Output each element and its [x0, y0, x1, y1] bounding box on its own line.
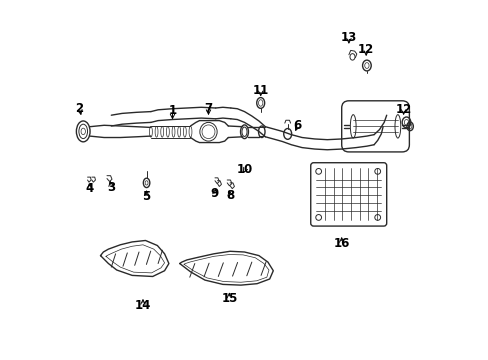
Text: 6: 6: [293, 119, 301, 132]
Text: 14: 14: [135, 299, 151, 312]
Text: 10: 10: [237, 163, 253, 176]
Text: 3: 3: [107, 181, 115, 194]
Text: 2: 2: [76, 102, 83, 115]
Text: 4: 4: [85, 182, 94, 195]
Text: 1: 1: [168, 104, 176, 117]
Text: 11: 11: [252, 84, 268, 96]
Text: 13: 13: [340, 31, 356, 44]
Text: 15: 15: [221, 292, 237, 305]
Text: 8: 8: [225, 189, 234, 202]
Text: 12: 12: [395, 103, 411, 116]
Text: 16: 16: [333, 237, 349, 250]
Text: 12: 12: [357, 43, 373, 56]
Text: 7: 7: [204, 102, 212, 115]
Text: 9: 9: [210, 187, 219, 200]
Text: 5: 5: [142, 190, 150, 203]
